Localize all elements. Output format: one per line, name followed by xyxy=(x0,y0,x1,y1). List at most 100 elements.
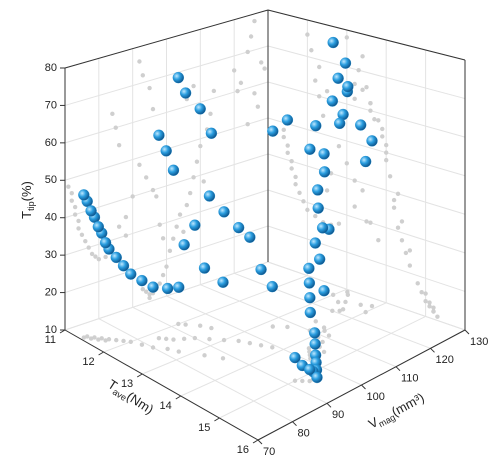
floor-projection xyxy=(236,338,241,344)
wall-projection xyxy=(356,67,361,73)
floor-projection xyxy=(88,336,94,341)
wall-projection xyxy=(427,304,432,309)
floor-projection xyxy=(207,336,212,342)
z-tick-label: 30 xyxy=(45,249,57,261)
zlabel-title: Ttip(%) xyxy=(19,181,36,219)
wall-projection xyxy=(317,64,322,70)
floor-projection xyxy=(363,309,368,315)
points xyxy=(78,36,378,383)
point xyxy=(125,268,137,280)
point xyxy=(318,166,331,178)
point xyxy=(147,281,159,293)
wall-projection xyxy=(380,134,385,139)
grid-line xyxy=(64,45,269,106)
wall-projection xyxy=(281,134,286,140)
point xyxy=(205,127,218,139)
floor-projection xyxy=(340,307,346,312)
wall-projection xyxy=(360,87,365,93)
floor-projection xyxy=(337,308,342,314)
floor-projection xyxy=(171,337,176,342)
wall-projection xyxy=(72,204,78,210)
wall-projection xyxy=(289,159,294,164)
point xyxy=(309,327,321,339)
wall-projection xyxy=(69,198,74,203)
wall-projection xyxy=(368,101,373,106)
wall-projection xyxy=(368,108,373,113)
wall-projection xyxy=(293,174,298,180)
grid-line xyxy=(267,81,466,138)
point xyxy=(326,95,338,107)
wall-projection xyxy=(144,289,149,294)
point xyxy=(189,219,201,231)
point xyxy=(366,135,378,147)
wall-projection xyxy=(380,126,385,132)
point xyxy=(312,184,324,196)
wall-projection xyxy=(324,188,330,193)
z-tick-label: 50 xyxy=(45,174,57,186)
wall-projection xyxy=(376,118,381,123)
wall-projection xyxy=(285,143,290,148)
wall-projection xyxy=(252,91,257,96)
grid-line xyxy=(267,117,466,177)
wall-projection xyxy=(387,174,393,179)
floor-projection xyxy=(220,356,226,361)
floor-projection xyxy=(330,308,335,314)
wall-projection xyxy=(368,220,373,225)
wall-projection xyxy=(431,305,436,310)
point xyxy=(218,206,230,218)
point xyxy=(310,120,322,132)
projections xyxy=(66,18,440,384)
floor-projection xyxy=(96,337,101,342)
point xyxy=(355,119,367,131)
wall-projection xyxy=(113,125,118,130)
floor-projection xyxy=(176,349,181,354)
wall-projection xyxy=(167,248,173,254)
wall-projection xyxy=(76,218,81,224)
point xyxy=(327,36,339,49)
wall-projection xyxy=(320,113,326,119)
x-tick-label: 16 xyxy=(237,444,249,456)
wall-projection xyxy=(76,226,81,231)
tick-mark xyxy=(326,402,332,408)
wall-projection xyxy=(123,214,129,220)
wall-projection xyxy=(103,254,108,260)
axis-title-sub: tip xyxy=(26,201,36,211)
point xyxy=(339,57,352,69)
floor-projection xyxy=(176,321,181,327)
point xyxy=(304,292,316,304)
floor-projection xyxy=(345,289,350,295)
point xyxy=(244,231,256,243)
grid-line xyxy=(166,295,362,386)
wall-projection xyxy=(344,161,349,166)
wall-projection xyxy=(293,182,298,187)
wall-projection xyxy=(364,85,369,90)
wall-projection xyxy=(147,295,152,301)
grid-line xyxy=(200,284,397,368)
wall-projection xyxy=(360,188,365,193)
floor-projection xyxy=(114,337,119,343)
tick-mark xyxy=(252,439,259,444)
floor-projection xyxy=(85,334,90,339)
point xyxy=(217,276,229,288)
grid-line xyxy=(267,261,466,331)
point xyxy=(289,351,301,364)
tick-mark xyxy=(257,439,263,445)
floor-projection xyxy=(165,346,170,352)
point xyxy=(110,251,122,264)
point xyxy=(117,260,130,272)
wall-projection xyxy=(395,225,401,230)
wall-projection xyxy=(140,286,146,292)
wall-projection xyxy=(285,150,290,155)
floor-projection xyxy=(258,343,264,348)
wall-projection xyxy=(360,54,365,59)
wall-projection xyxy=(137,162,142,168)
point xyxy=(198,262,211,274)
floor-projection xyxy=(92,335,97,340)
wall-projection xyxy=(177,212,183,217)
grid-line xyxy=(267,225,466,292)
wall-projection xyxy=(352,96,357,102)
y-tick-label: 130 xyxy=(470,336,488,348)
floor-projection xyxy=(221,337,227,343)
wall-projection xyxy=(324,88,330,94)
point xyxy=(136,274,148,287)
